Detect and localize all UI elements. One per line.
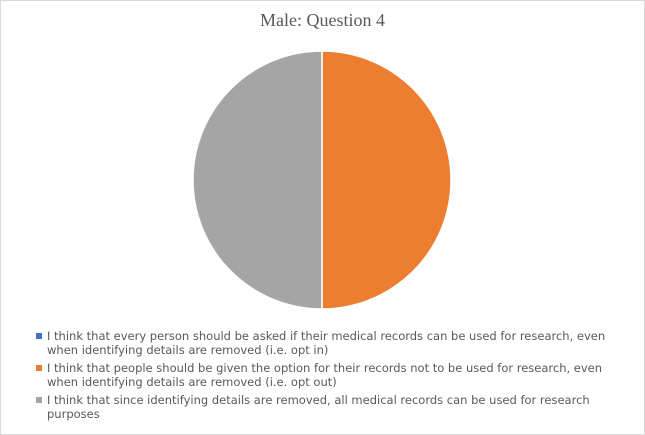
legend-label-opt-out: I think that people should be given the …: [47, 361, 603, 389]
pie-slice-all-records: [192, 50, 323, 310]
legend-item-opt-in: I think that every person should be aske…: [36, 329, 626, 357]
legend-item-opt-out: I think that people should be given the …: [36, 361, 626, 389]
legend: I think that every person should be aske…: [36, 329, 626, 425]
legend-swatch-all-records: [36, 397, 42, 403]
pie-slice-opt-out: [321, 50, 452, 310]
legend-item-all-records: I think that since identifying details a…: [36, 393, 626, 421]
legend-label-all-records: I think that since identifying details a…: [47, 393, 590, 421]
chart-title: Male: Question 4: [260, 10, 385, 30]
legend-swatch-opt-out: [36, 365, 42, 371]
legend-swatch-opt-in: [36, 333, 42, 339]
legend-label-opt-in: I think that every person should be aske…: [47, 329, 606, 357]
